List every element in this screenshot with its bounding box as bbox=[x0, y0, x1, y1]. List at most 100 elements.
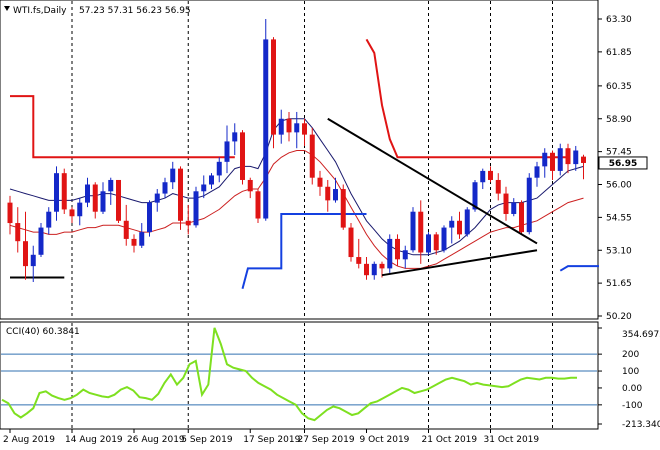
candle-body-23 bbox=[185, 220, 191, 226]
date-tick-label-5: 27 Sep 2019 bbox=[298, 435, 355, 445]
cci-indicator-label: CCI(40) 60.3841 bbox=[6, 327, 80, 337]
trend-lines bbox=[327, 117, 538, 277]
candle-body-26 bbox=[209, 175, 214, 185]
candle-body-22 bbox=[178, 168, 183, 221]
cci-tick-label-3: 0.00 bbox=[622, 384, 642, 394]
candle-body-41 bbox=[325, 186, 331, 201]
price-tick-label-2: 60.35 bbox=[606, 82, 632, 92]
date-tick-label-2: 26 Aug 2019 bbox=[127, 435, 185, 445]
candle-body-29 bbox=[232, 132, 238, 142]
candle-body-56 bbox=[441, 227, 447, 251]
stop-blue-mid bbox=[241, 213, 367, 290]
cci-series-line bbox=[1, 327, 577, 422]
candle-body-5 bbox=[46, 211, 52, 228]
candle-body-25 bbox=[201, 184, 207, 192]
candle-body-59 bbox=[464, 209, 470, 235]
candle-body-54 bbox=[426, 234, 431, 253]
candle-body-24 bbox=[193, 191, 199, 226]
stop-red-top-left bbox=[10, 95, 235, 159]
candle-body-8 bbox=[69, 209, 75, 217]
candle-body-47 bbox=[371, 263, 377, 276]
cci-axis: 354.6973 200 100 0.00 -100 -213.340 bbox=[598, 327, 660, 430]
candle-body-74 bbox=[581, 156, 586, 163]
candle-body-40 bbox=[317, 177, 323, 187]
candle-body-42 bbox=[333, 189, 338, 201]
header: WTI.fs,Daily 57.23 57.31 56.23 56.95 CCI… bbox=[4, 6, 191, 337]
date-tick-label-0: 2 Aug 2019 bbox=[3, 435, 55, 445]
date-tick-label-6: 9 Oct 2019 bbox=[360, 435, 410, 445]
candle-body-58 bbox=[457, 220, 462, 235]
stop-red-spike bbox=[365, 38, 568, 159]
candle-body-39 bbox=[309, 134, 315, 178]
cci-panel-frame bbox=[0, 321, 599, 430]
cci-tick-label-1: 200 bbox=[622, 350, 639, 360]
candle-body-62 bbox=[488, 170, 493, 180]
last-price-badge: 56.95 bbox=[598, 156, 648, 170]
cci-level-lines bbox=[1, 353, 597, 406]
candle-body-45 bbox=[356, 257, 362, 264]
candle-body-3 bbox=[30, 254, 36, 267]
candle-body-7 bbox=[61, 173, 67, 210]
candle-body-70 bbox=[550, 152, 555, 171]
candle-body-33 bbox=[263, 39, 269, 219]
candle-body-44 bbox=[348, 227, 354, 258]
candle-body-61 bbox=[480, 170, 486, 183]
cci-tick-label-4: -100 bbox=[622, 401, 643, 411]
trend-line-1 bbox=[381, 249, 538, 277]
candle-body-60 bbox=[472, 182, 478, 210]
stop-levels bbox=[10, 38, 599, 290]
candle-body-30 bbox=[240, 132, 245, 180]
last-price-label: 56.95 bbox=[609, 159, 637, 169]
candle-body-17 bbox=[139, 232, 145, 246]
candle-body-12 bbox=[100, 191, 106, 212]
candle-body-1 bbox=[15, 223, 21, 242]
price-tick-label-4: 57.45 bbox=[606, 148, 632, 158]
candle-body-21 bbox=[170, 168, 176, 183]
date-tick-label-8: 31 Oct 2019 bbox=[484, 435, 540, 445]
candle-body-52 bbox=[410, 211, 416, 251]
candle-body-13 bbox=[108, 179, 114, 192]
candle-body-28 bbox=[224, 141, 230, 162]
candle-body-34 bbox=[271, 39, 276, 135]
candle-body-9 bbox=[77, 202, 83, 217]
trend-line-0 bbox=[327, 117, 538, 245]
candle-body-66 bbox=[519, 202, 524, 233]
candle-body-0 bbox=[7, 202, 13, 224]
date-tick-label-7: 21 Oct 2019 bbox=[422, 435, 478, 445]
candle-body-11 bbox=[92, 184, 98, 212]
candle-body-49 bbox=[387, 238, 393, 269]
chart-collapse-icon[interactable] bbox=[4, 6, 10, 11]
candle-body-64 bbox=[503, 193, 509, 214]
main-chart-frame bbox=[0, 0, 599, 320]
stop-blue-right bbox=[559, 265, 599, 272]
date-tick-label-3: 5 Sep 2019 bbox=[181, 435, 233, 445]
ma-red-line bbox=[9, 150, 584, 269]
candle-body-16 bbox=[131, 238, 137, 246]
date-tick-label-4: 17 Sep 2019 bbox=[243, 435, 300, 445]
candle-body-37 bbox=[294, 123, 300, 133]
candle-body-53 bbox=[418, 211, 424, 253]
candle-body-4 bbox=[38, 227, 44, 255]
candle-body-48 bbox=[379, 263, 385, 269]
candle-body-65 bbox=[511, 202, 517, 214]
candle-body-18 bbox=[147, 202, 152, 233]
price-tick-label-3: 58.90 bbox=[606, 115, 632, 125]
candle-body-71 bbox=[557, 148, 563, 171]
price-tick-label-8: 51.65 bbox=[606, 279, 632, 289]
candle-body-63 bbox=[495, 179, 501, 194]
candle-body-36 bbox=[286, 118, 292, 133]
date-tick-label-1: 14 Aug 2019 bbox=[65, 435, 123, 445]
candle-body-2 bbox=[23, 241, 28, 267]
price-tick-label-7: 53.10 bbox=[606, 246, 632, 256]
candle-body-14 bbox=[116, 179, 121, 221]
candle-body-69 bbox=[542, 152, 548, 167]
candle-body-15 bbox=[123, 220, 129, 239]
candle-body-73 bbox=[573, 150, 579, 165]
cci-tick-label-0: 354.6973 bbox=[622, 330, 660, 340]
candle-body-68 bbox=[534, 166, 540, 178]
price-tick-label-9: 50.20 bbox=[606, 312, 632, 322]
candle-body-43 bbox=[340, 189, 346, 228]
candle-body-19 bbox=[154, 193, 160, 203]
